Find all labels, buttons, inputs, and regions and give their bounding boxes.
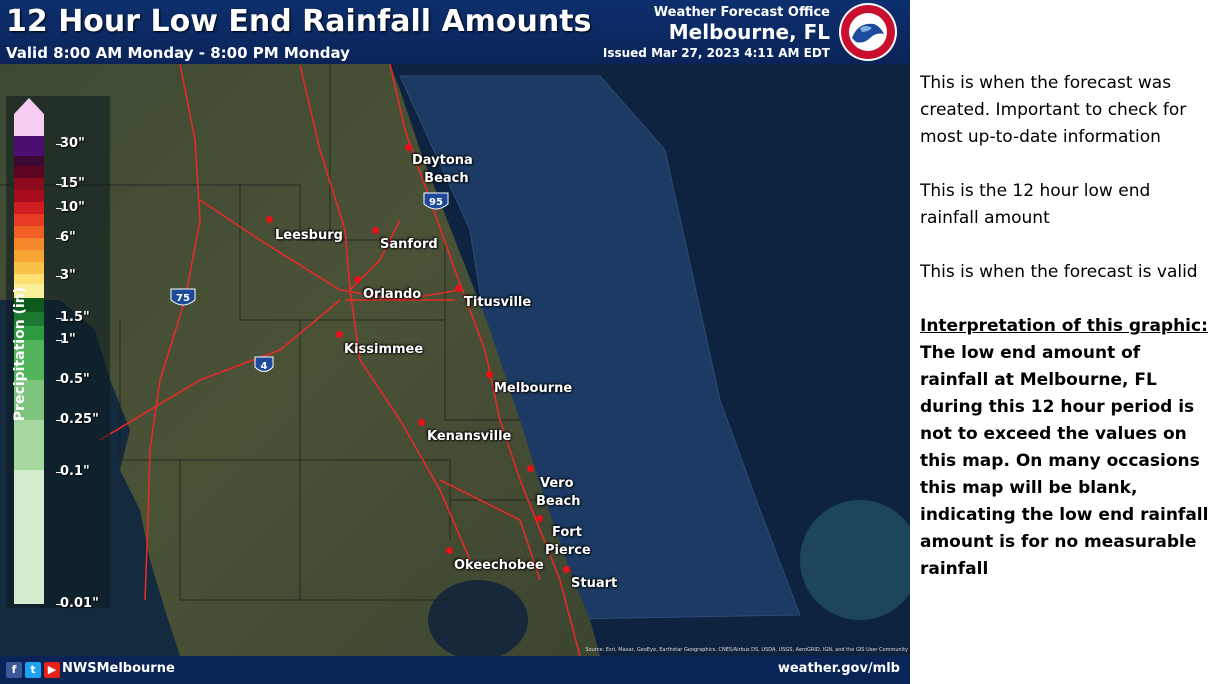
social-handle[interactable]: NWSMelbourne: [62, 661, 175, 676]
city-label-stuart: Stuart: [571, 576, 618, 591]
office-name: Melbourne, FL: [668, 20, 830, 44]
legend-label-1-5: 1.5": [60, 310, 90, 325]
city-dot-melbourne: [486, 371, 493, 378]
city-dot-titusville: [455, 285, 462, 292]
valid-note: This is when the forecast is valid: [920, 262, 1198, 282]
interpretation-body: The low end amount of rainfall at Melbou…: [920, 343, 1209, 579]
city-dot-fort-pierce: [536, 515, 543, 522]
legend-label-6: 6": [60, 230, 76, 245]
legend-label-15: 15": [60, 176, 85, 191]
legend-label-0-1: 0.1": [60, 464, 90, 479]
city-dot-orlando: [354, 276, 361, 283]
interpretation-heading: Interpretation of this graphic:: [920, 316, 1208, 336]
city-label-titusville: Titusville: [464, 295, 532, 310]
i95-shield: 95: [423, 192, 449, 210]
city-label-vero-beach: Vero Beach: [536, 476, 581, 509]
city-label-sanford: Sanford: [380, 237, 438, 252]
city-label-okeechobee: Okeechobee: [454, 558, 544, 573]
explanation-panel: This is when the forecast was created. I…: [920, 70, 1210, 583]
website-link[interactable]: weather.gov/mlb: [777, 661, 900, 676]
amount-note: This is the 12 hour low end rainfall amo…: [920, 181, 1151, 228]
legend-label-0-5: 0.5": [60, 372, 90, 387]
issued-time: Issued Mar 27, 2023 4:11 AM EDT: [602, 46, 830, 60]
nws-logo-icon: [839, 3, 897, 61]
city-dot-kenansville: [418, 419, 425, 426]
youtube-icon[interactable]: ▶: [44, 662, 60, 678]
city-dot-okeechobee: [446, 547, 453, 554]
svg-text:4: 4: [261, 361, 268, 372]
legend-label-1: 1": [60, 332, 76, 347]
shallow-water: [800, 500, 910, 620]
legend-title: Precipitation (in): [12, 286, 28, 422]
city-dot-leesburg: [266, 216, 273, 223]
legend-label-3: 3": [60, 268, 76, 283]
graphic-title: 12 Hour Low End Rainfall Amounts: [6, 4, 592, 39]
map: 95 75 4: [0, 64, 910, 656]
twitter-icon[interactable]: t: [25, 662, 41, 678]
city-label-kenansville: Kenansville: [427, 429, 512, 444]
issued-note: This is when the forecast was created. I…: [920, 73, 1187, 147]
city-dot-sanford: [372, 227, 379, 234]
city-label-orlando: Orlando: [363, 287, 422, 302]
city-dot-kissimmee: [336, 331, 343, 338]
city-dot-stuart: [563, 566, 570, 573]
legend-label-30: 30": [60, 136, 85, 151]
city-dot-vero-beach: [527, 465, 534, 472]
city-label-melbourne: Melbourne: [494, 381, 573, 396]
footer-bar: f t ▶ NWSMelbourne weather.gov/mlb: [0, 656, 910, 684]
svg-text:75: 75: [176, 293, 190, 304]
city-dot-daytona-beach: [405, 144, 412, 151]
svg-text:95: 95: [429, 197, 443, 208]
city-label-daytona-beach: Daytona Beach: [412, 153, 473, 186]
city-label-fort-pierce: Fort Pierce: [545, 525, 591, 558]
city-label-leesburg: Leesburg: [275, 228, 343, 243]
i75-shield: 75: [170, 288, 196, 306]
rainfall-graphic: 95 75 4 Daytona Beach Leesburg Sanford Or…: [0, 0, 910, 684]
map-source-credit: Source: Esri, Maxar, GeoEye, Earthstar G…: [585, 647, 908, 653]
i4-shield: 4: [254, 356, 274, 372]
roads: [99, 64, 581, 656]
header-bar: 12 Hour Low End Rainfall Amounts Valid 8…: [0, 0, 910, 64]
marine-zone: [399, 75, 801, 621]
legend-colorbar: [14, 98, 44, 604]
lake-okeechobee: [428, 580, 528, 656]
facebook-icon[interactable]: f: [6, 662, 22, 678]
city-label-kissimmee: Kissimmee: [344, 342, 424, 357]
legend-label-0-01: 0.01": [60, 596, 99, 611]
precip-legend: 30" 15" 10" 6" 3" 1.5" 1" 0.5" 0.25" 0.1…: [6, 96, 110, 611]
legend-label-0-25: 0.25": [60, 412, 99, 427]
legend-label-10: 10": [60, 200, 85, 215]
valid-time: Valid 8:00 AM Monday - 8:00 PM Monday: [6, 44, 350, 62]
wfo-label: Weather Forecast Office: [653, 5, 830, 20]
